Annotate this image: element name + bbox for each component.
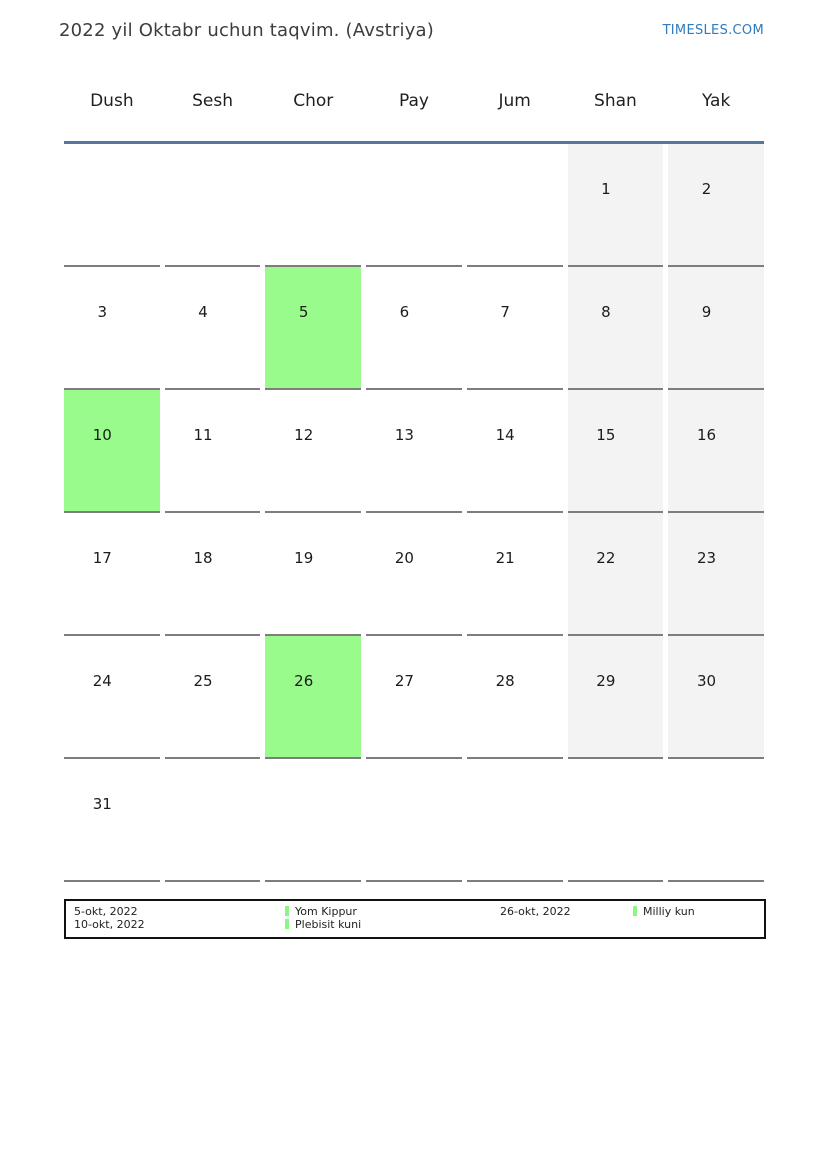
weekday-label-sesh: Sesh xyxy=(192,91,233,111)
header-divider-line xyxy=(64,141,764,144)
legend-marker-icon xyxy=(285,906,289,916)
legend-label: Yom Kippur xyxy=(295,905,357,918)
day-cell-23: 23 xyxy=(668,513,764,636)
day-cell-empty xyxy=(366,759,462,882)
weekday-label-pay: Pay xyxy=(399,91,429,111)
weekday-label-chor: Chor xyxy=(293,91,334,111)
day-cell-10-highlighted: 10 xyxy=(64,390,160,513)
day-cell-empty xyxy=(567,759,664,882)
day-cell-3: 3 xyxy=(64,267,160,390)
legend-date: 10-okt, 2022 xyxy=(74,918,145,931)
day-cell-16: 16 xyxy=(668,390,764,513)
day-cell-17: 17 xyxy=(64,513,160,636)
day-cell-25: 25 xyxy=(164,636,261,759)
legend-date: 26-okt, 2022 xyxy=(500,905,571,918)
day-cell-7: 7 xyxy=(466,267,563,390)
day-cell-empty xyxy=(668,759,764,882)
day-cell-19: 19 xyxy=(265,513,362,636)
day-cell-11: 11 xyxy=(164,390,261,513)
day-cell-empty xyxy=(265,144,362,267)
day-cell-empty xyxy=(466,759,563,882)
legend-entry: Yom Kippur xyxy=(285,905,357,918)
day-cell-26-highlighted: 26 xyxy=(265,636,362,759)
legend-marker-icon xyxy=(633,906,637,916)
day-cell-18: 18 xyxy=(164,513,261,636)
day-cell-12: 12 xyxy=(265,390,362,513)
weekday-label-yak: Yak xyxy=(701,91,731,111)
day-cell-27: 27 xyxy=(366,636,462,759)
day-cell-9: 9 xyxy=(668,267,764,390)
day-cell-empty xyxy=(64,144,160,267)
day-cell-empty xyxy=(366,144,462,267)
legend-entry: Milliy kun xyxy=(633,905,695,918)
legend-label: Plebisit kuni xyxy=(295,918,362,931)
day-cell-5-highlighted: 5 xyxy=(265,267,362,390)
day-cell-30: 30 xyxy=(668,636,764,759)
legend-label: Milliy kun xyxy=(643,905,695,918)
day-cell-20: 20 xyxy=(366,513,462,636)
page-header: 2022 yil Oktabr uchun taqvim. (Avstriya)… xyxy=(0,0,827,41)
day-cell-31: 31 xyxy=(64,759,160,882)
day-cell-empty xyxy=(164,144,261,267)
site-link[interactable]: TIMESLES.COM xyxy=(662,23,764,38)
day-cell-22: 22 xyxy=(567,513,664,636)
day-cell-empty xyxy=(265,759,362,882)
weekday-label-jum: Jum xyxy=(498,91,531,111)
day-cell-13: 13 xyxy=(366,390,462,513)
day-cell-24: 24 xyxy=(64,636,160,759)
day-cell-4: 4 xyxy=(164,267,261,390)
legend-date: 5-okt, 2022 xyxy=(74,905,138,918)
day-cell-15: 15 xyxy=(567,390,664,513)
day-cell-29: 29 xyxy=(567,636,664,759)
legend-entry: Plebisit kuni xyxy=(285,918,361,931)
legend-marker-icon xyxy=(285,919,289,929)
weekday-label-shan: Shan xyxy=(594,91,637,111)
day-cell-2: 2 xyxy=(668,144,764,267)
day-cell-8: 8 xyxy=(567,267,664,390)
day-cell-14: 14 xyxy=(466,390,563,513)
page-title: 2022 yil Oktabr uchun taqvim. (Avstriya) xyxy=(59,20,435,41)
calendar-grid: 1 2 3 4 5 6 7 8 9 10 11 12 13 14 15 16 1… xyxy=(64,144,764,882)
day-cell-21: 21 xyxy=(466,513,563,636)
weekday-header-row: Dush Sesh Chor Pay Jum Shan Yak xyxy=(64,91,764,111)
day-cell-6: 6 xyxy=(366,267,462,390)
weekday-label-dush: Dush xyxy=(90,91,134,111)
day-cell-1: 1 xyxy=(567,144,664,267)
holiday-legend: 5-okt, 2022 10-okt, 2022 Yom Kippur Pleb… xyxy=(64,899,766,939)
calendar: Dush Sesh Chor Pay Jum Shan Yak 1 2 3 4 … xyxy=(64,91,764,882)
day-cell-empty xyxy=(164,759,261,882)
day-cell-28: 28 xyxy=(466,636,563,759)
day-cell-empty xyxy=(466,144,563,267)
